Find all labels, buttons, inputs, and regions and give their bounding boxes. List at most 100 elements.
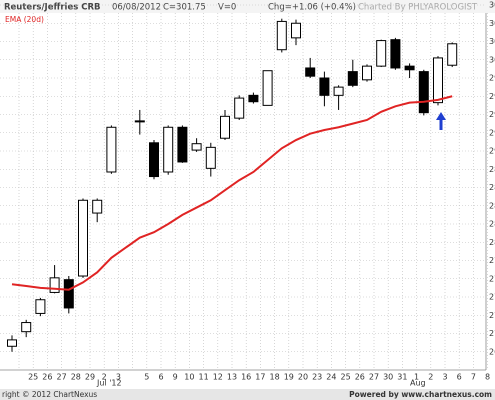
y-tick-label: 274 [489, 293, 495, 302]
candle-body [63, 279, 74, 309]
x-tick-label: 18 [270, 373, 280, 382]
date: 06/08/2012 [112, 3, 161, 13]
candle-body [220, 115, 230, 139]
x-tick-label: 2 [428, 373, 433, 382]
x-tick-label: 23 [312, 373, 322, 382]
x-tick-label: 30 [383, 373, 393, 382]
y-tick-label: 304 [489, 19, 495, 28]
candle-body [149, 142, 159, 178]
y-tick-label: 294 [489, 110, 495, 119]
x-tick-label: 29 [85, 373, 95, 382]
x-tick-label: 25 [28, 373, 38, 382]
x-tick-label: 6 [158, 373, 163, 382]
x-tick-label: 19 [284, 373, 294, 382]
candle-body [333, 86, 344, 96]
candle-body [305, 67, 316, 77]
x-tick-label: 5 [144, 373, 149, 382]
title: Reuters/Jeffries CRB [4, 3, 101, 13]
candle-body [390, 39, 401, 69]
x-tick-label: 7 [471, 373, 476, 382]
x-tick-label: 25 [341, 373, 351, 382]
close: C=301.75 [163, 3, 206, 13]
plot-area [0, 4, 488, 370]
x-tick-label: 16 [241, 373, 251, 382]
candle-body [177, 126, 188, 163]
candle-body [418, 71, 429, 114]
y-tick-label: 284 [489, 201, 495, 210]
y-tick-label: 292 [489, 128, 495, 137]
x-tick-label: 24 [326, 373, 336, 382]
candle-body [92, 199, 103, 214]
candle-body [163, 126, 174, 173]
y-tick-label: 286 [489, 183, 495, 192]
y-tick-label: 272 [489, 311, 495, 320]
y-tick-label: 306 [489, 1, 495, 10]
y-tick-label: 298 [489, 74, 495, 83]
x-tick-label: 26 [42, 373, 52, 382]
x-tick-label: 27 [57, 373, 67, 382]
y-tick-label: 276 [489, 274, 495, 283]
candle-body [376, 40, 387, 67]
y-tick-label: 278 [489, 256, 495, 265]
legend-entry: EMA (20d) [5, 15, 44, 24]
candle-body [248, 94, 259, 103]
candle-body [433, 57, 443, 104]
x-tick-label: 28 [71, 373, 81, 382]
y-tick-label: 296 [489, 92, 495, 101]
footer-left: right © 2012 ChartNexus [2, 390, 97, 399]
volume: V=0 [218, 3, 236, 13]
candle-body [106, 126, 117, 173]
x-tick-label: 12 [213, 373, 223, 382]
candle-body [234, 97, 245, 119]
y-tick-label: 302 [489, 37, 495, 46]
ema-line [11, 95, 453, 291]
x-tick-label: 20 [298, 373, 308, 382]
candle-body [276, 20, 287, 51]
candle-body [362, 65, 372, 81]
x-tick-label: 26 [355, 373, 365, 382]
footer-bar [0, 389, 495, 400]
y-tick-label: 288 [489, 165, 495, 174]
x-tick-label: 9 [173, 373, 178, 382]
candle-body [7, 339, 17, 347]
y-tick-label: 268 [489, 347, 495, 356]
candle-body [191, 143, 202, 151]
y-tick-label: 300 [489, 55, 495, 64]
x-tick-label: 2 [102, 373, 107, 382]
arrow-marker [436, 112, 446, 130]
candle-body [404, 65, 415, 71]
candle-body [291, 22, 301, 39]
y-tick-label: 282 [489, 220, 495, 229]
candle-body [447, 43, 458, 66]
x-tick-label: 8 [485, 373, 490, 382]
x-tick-label: 11 [199, 373, 209, 382]
y-tick-label: 280 [489, 238, 495, 247]
credit: Charted By PHLYAROLOGIST [358, 3, 478, 13]
x-tick-label: 27 [369, 373, 379, 382]
header-bar [0, 0, 495, 13]
candle-body [35, 299, 46, 314]
x-tick-label: 31 [397, 373, 407, 382]
candle-body [134, 120, 145, 123]
x-tick-label: 6 [457, 373, 462, 382]
x-tick-label: 3 [442, 373, 447, 382]
y-tick-label: 290 [489, 147, 495, 156]
change: Chg=+1.06 (+0.4%) [268, 3, 356, 13]
x-tick-label: 1 [414, 373, 419, 382]
x-tick-label: 13 [227, 373, 237, 382]
candle-body [319, 77, 330, 96]
candle-body [347, 71, 358, 86]
candle-body [21, 322, 32, 333]
x-tick-label: 17 [255, 373, 265, 382]
x-tick-label: 10 [184, 373, 194, 382]
candle-body [262, 70, 273, 106]
footer-right: Powered by www.chartnexus.com [349, 390, 492, 399]
month-label: Jul '12 [96, 379, 122, 388]
candle-body [78, 199, 88, 277]
month-label: Aug [410, 379, 426, 388]
y-tick-label: 270 [489, 329, 495, 338]
candle-body [49, 277, 60, 293]
x-tick-label: 3 [116, 373, 121, 382]
candle-body [205, 146, 216, 169]
